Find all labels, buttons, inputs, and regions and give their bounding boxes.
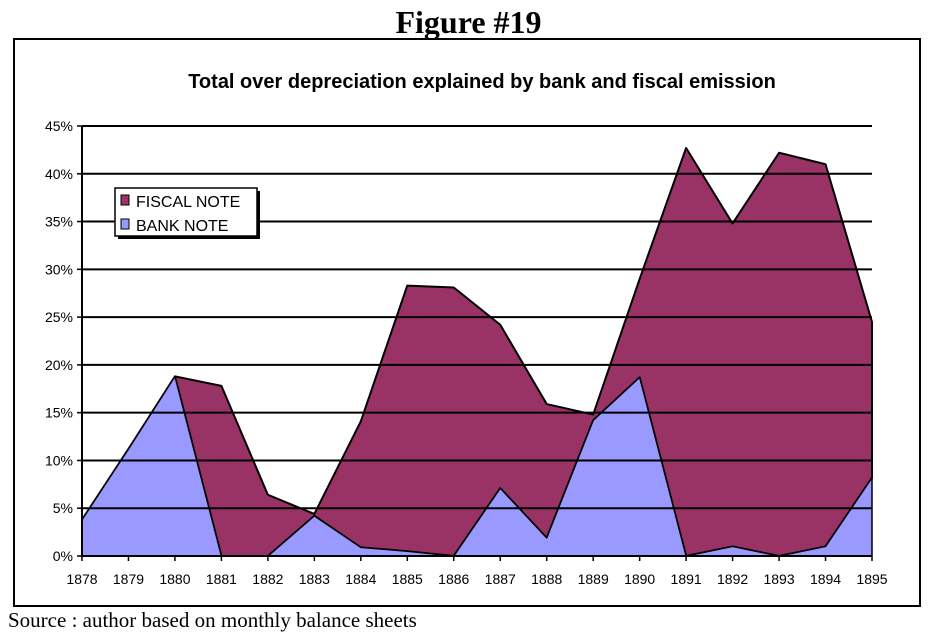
legend-swatch: [120, 194, 130, 206]
legend-label: BANK NOTE: [136, 218, 228, 235]
figure-title: Figure #19: [395, 4, 542, 40]
y-tick-label: 15%: [45, 405, 73, 421]
x-tick-label: 1891: [671, 571, 702, 587]
y-tick-label: 35%: [45, 214, 73, 230]
legend-box: [114, 187, 258, 237]
x-tick-label: 1893: [763, 571, 794, 587]
y-tick-label: 30%: [45, 261, 73, 277]
x-tick-label: 1888: [531, 571, 562, 587]
x-tick-label: 1882: [252, 571, 283, 587]
x-tick-label: 1894: [810, 571, 841, 587]
y-tick-label: 20%: [45, 357, 73, 373]
x-tick-label: 1878: [66, 571, 97, 587]
y-tick-label: 45%: [45, 118, 73, 134]
x-tick-label: 1889: [578, 571, 609, 587]
y-tick-label: 10%: [45, 452, 73, 468]
x-tick-label: 1892: [717, 571, 748, 587]
x-tick-label: 1879: [113, 571, 144, 587]
x-tick-label: 1885: [392, 571, 423, 587]
area-chart: Total over depreciation explained by ban…: [45, 71, 888, 587]
x-tick-label: 1880: [159, 571, 190, 587]
y-tick-label: 25%: [45, 309, 73, 325]
x-tick-label: 1890: [624, 571, 655, 587]
y-tick-label: 0%: [53, 548, 73, 564]
legend-label: FISCAL NOTE: [136, 194, 240, 211]
chart-title: Total over depreciation explained by ban…: [188, 71, 776, 93]
x-tick-label: 1881: [206, 571, 237, 587]
x-tick-label: 1886: [438, 571, 469, 587]
legend-swatch: [120, 218, 130, 230]
x-tick-label: 1884: [345, 571, 376, 587]
source-note: Source : author based on monthly balance…: [8, 608, 417, 632]
x-tick-label: 1887: [485, 571, 516, 587]
x-tick-label: 1883: [299, 571, 330, 587]
chart-frame: Total over depreciation explained by ban…: [13, 38, 921, 607]
x-tick-label: 1895: [856, 571, 887, 587]
y-tick-label: 5%: [53, 500, 73, 516]
y-tick-label: 40%: [45, 166, 73, 182]
